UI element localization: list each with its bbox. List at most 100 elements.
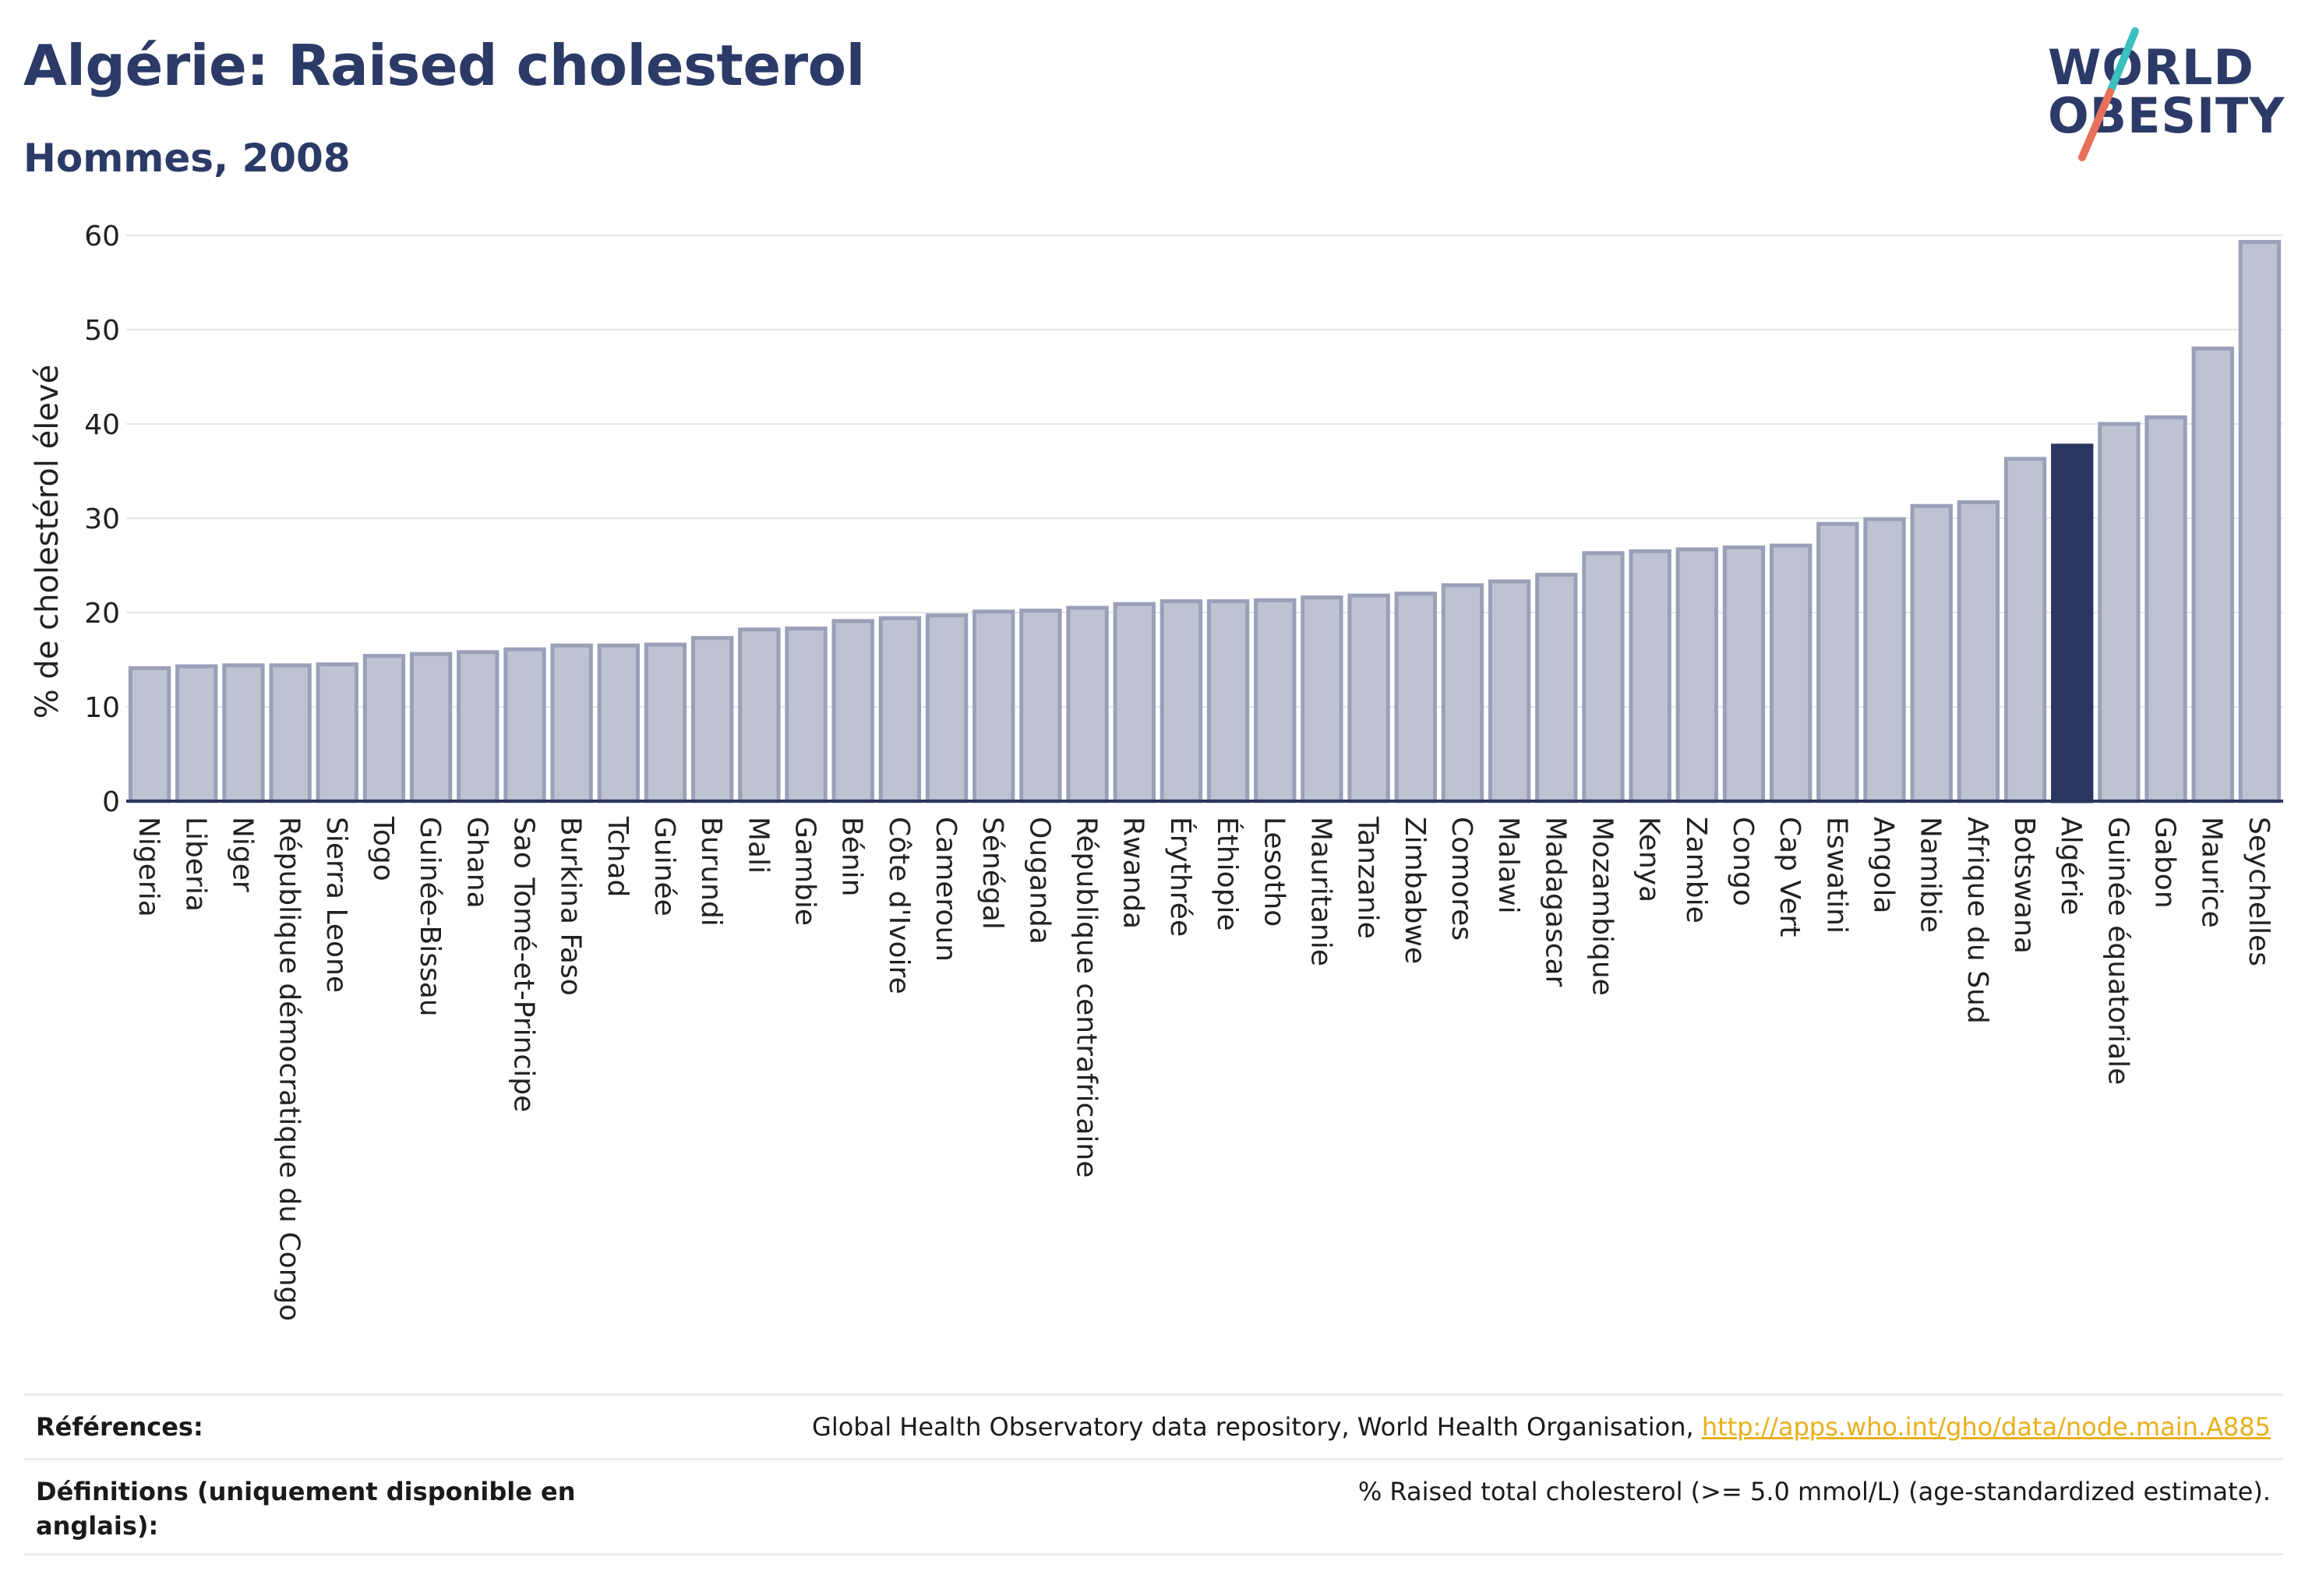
bar: [362, 654, 406, 803]
x-tick-label: Ghana: [461, 817, 492, 909]
bar: [409, 651, 453, 803]
x-tick-label: République démocratique du Congo: [274, 817, 305, 1321]
bar: [831, 619, 874, 803]
y-tick-label: 50: [84, 315, 120, 347]
logo-text-obesity: OBESITY: [2048, 87, 2286, 144]
x-tick-label: Mauritanie: [1304, 817, 1336, 966]
bar: [1301, 595, 1343, 803]
definitions-label: Définitions (uniquement disponible en an…: [36, 1477, 576, 1541]
x-tick-label: République centrafricaine: [1071, 817, 1103, 1178]
y-tick-label: 10: [84, 692, 120, 724]
logo-slash-icon: [2078, 27, 2139, 161]
x-tick-label: Érythrée: [1164, 817, 1197, 937]
bar: [1675, 547, 1718, 803]
bar: [1629, 549, 1671, 803]
bar: [2003, 457, 2047, 803]
y-tick-label: 60: [84, 221, 120, 252]
x-tick-label: Mali: [742, 817, 774, 874]
references-value: Global Health Observatory data repositor…: [812, 1410, 2271, 1444]
world-obesity-logo: WORLD OBESITY: [2034, 23, 2291, 164]
y-axis-label: % de cholestérol élevé: [30, 365, 65, 719]
bar: [316, 662, 358, 803]
definitions-value: % Raised total cholesterol (>= 5.0 mmol/…: [1357, 1477, 2271, 1506]
bar: [2191, 346, 2234, 803]
y-tick-label: 40: [84, 409, 120, 441]
x-tick-label: Kenya: [1633, 817, 1665, 902]
bar: [1910, 503, 1953, 803]
bar: [1770, 543, 1813, 803]
bar: [738, 627, 781, 803]
x-tick-label: Madagascar: [1539, 817, 1571, 987]
bar: [1863, 517, 1906, 803]
x-tick-label: Cap Vert: [1774, 817, 1806, 937]
references-label: Références:: [36, 1412, 203, 1442]
x-tick-label: Togo: [367, 816, 399, 881]
bar: [269, 663, 312, 803]
x-tick-label: Angola: [1868, 817, 1900, 913]
x-tick-label: Congo: [1727, 817, 1759, 906]
x-tick-label: Nigeria: [132, 817, 164, 917]
x-tick-label: Maurice: [2196, 817, 2228, 928]
x-tick-label: Burundi: [695, 817, 727, 927]
bar: [1957, 500, 2000, 803]
bar: [1394, 591, 1437, 803]
bar: [1582, 551, 1625, 803]
x-tick-label: Cameroun: [930, 817, 962, 962]
bar: [1347, 593, 1390, 803]
x-tick-label: Comores: [1445, 817, 1477, 941]
x-tick-label: Ouganda: [1023, 817, 1055, 945]
bar: [1816, 521, 1859, 803]
bar: [1160, 598, 1203, 803]
bar-chart: 0 10 20 30 40 50 60 % de cholestérol élevé Niger…: [30, 221, 2283, 1321]
y-tick-label: 30: [84, 503, 120, 535]
x-tick-label: Burkina Faso: [555, 817, 587, 996]
bar: [457, 650, 499, 803]
x-tick-label: Niger: [226, 817, 258, 892]
references-text: Global Health Observatory data repositor…: [812, 1412, 1694, 1442]
x-tick-label: Éthiopie: [1211, 817, 1244, 931]
bar: [1441, 583, 1484, 803]
x-tick-label: Zimbabwe: [1399, 817, 1431, 964]
y-tick-label: 0: [102, 786, 120, 818]
bar: [785, 627, 828, 803]
x-tick-label: Rwanda: [1117, 817, 1149, 929]
bar: [2144, 415, 2187, 803]
x-tick-label: Sao Tomé-et-Principe: [507, 817, 539, 1112]
x-tick-label: Lesotho: [1258, 817, 1290, 927]
bar: [972, 609, 1015, 803]
x-tick-label: Gambie: [789, 817, 821, 926]
bar: [1066, 606, 1109, 803]
x-tick-label: Algérie: [2055, 817, 2087, 916]
bar: [2051, 443, 2094, 803]
bar: [1722, 546, 1766, 803]
bar: [1019, 609, 1062, 803]
bar: [1206, 598, 1250, 803]
bar: [878, 616, 922, 803]
x-tick-label: Sénégal: [976, 817, 1008, 930]
bar: [691, 636, 734, 803]
x-tick-label: Liberia: [179, 817, 211, 912]
bar: [2238, 239, 2282, 803]
x-tick-label: Seychelles: [2243, 817, 2275, 966]
x-tick-label: Namibie: [1915, 817, 1947, 933]
bar: [550, 643, 593, 803]
x-tick-label: Eswatini: [1820, 817, 1852, 934]
x-tick-label: Guinée-Bissau: [414, 817, 446, 1017]
references-link[interactable]: http://apps.who.int/gho/data/node.main.A…: [1701, 1412, 2271, 1442]
references-table: Références: Global Health Observatory da…: [23, 1393, 2283, 1555]
bar: [1113, 602, 1156, 803]
x-tick-label: Mozambique: [1586, 817, 1618, 996]
logo-text-world: WORLD: [2048, 39, 2254, 96]
definitions-row: Définitions (uniquement disponible en an…: [23, 1458, 2283, 1555]
x-tick-label: Malawi: [1492, 817, 1524, 914]
x-tick-label: Guinée équatoriale: [2102, 817, 2134, 1085]
page-subtitle: Hommes, 2008: [23, 136, 351, 181]
x-tick-label: Guinée: [648, 817, 680, 916]
bar: [1254, 598, 1297, 803]
bar: [1488, 579, 1531, 803]
bar: [2098, 422, 2141, 803]
bar: [503, 647, 546, 803]
x-tick-label: Afrique du Sud: [1961, 817, 1993, 1024]
bar: [925, 613, 969, 803]
page-title: Algérie: Raised cholesterol: [23, 33, 865, 98]
